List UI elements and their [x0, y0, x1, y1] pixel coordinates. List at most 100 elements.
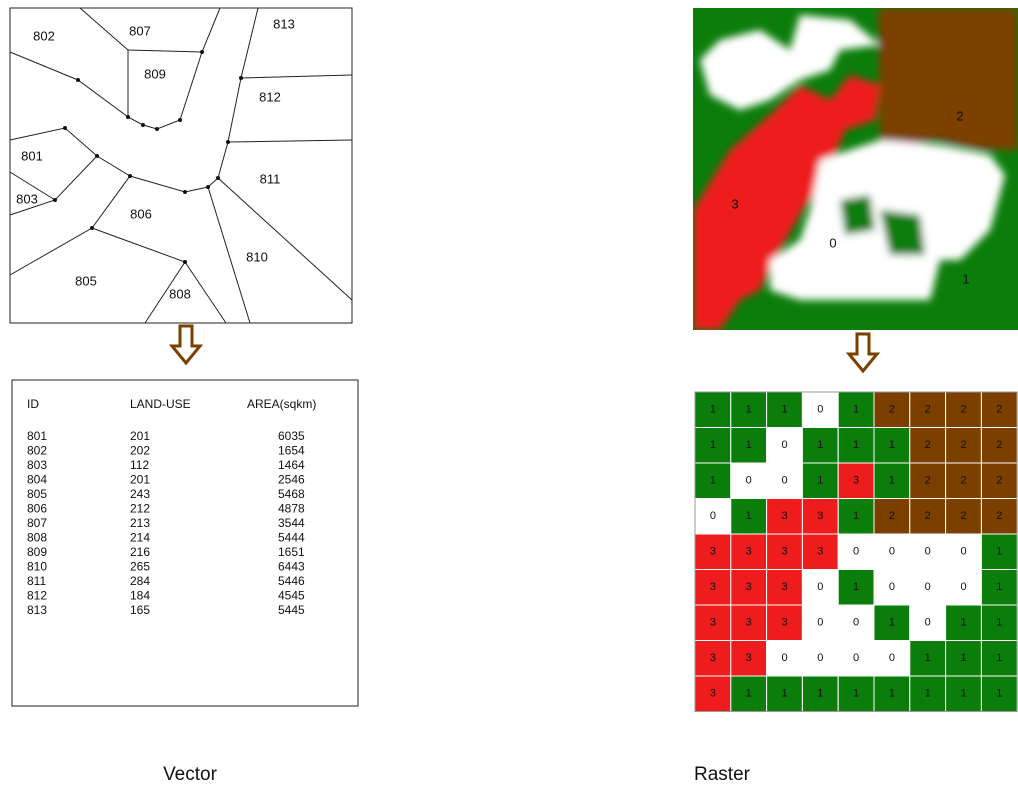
grid-cell: [730, 427, 768, 464]
table-cell: 808: [27, 531, 47, 545]
cell-value: 1: [781, 688, 787, 700]
map-frame: [9, 7, 353, 324]
blob: [700, 15, 880, 110]
grid-cell: [945, 533, 982, 570]
grid-cell: [730, 604, 768, 641]
blob: [693, 75, 880, 330]
table-frame: [11, 379, 359, 707]
grid-cell: [766, 675, 803, 712]
cell-value: 3: [781, 617, 787, 629]
grid-cell: [980, 427, 1018, 464]
grid-cell: [909, 569, 947, 606]
map-label: 803: [16, 191, 38, 206]
vertex: [63, 126, 67, 130]
table-cell: 6035: [278, 429, 305, 443]
vertex: [53, 198, 57, 202]
cell-value: 3: [817, 510, 823, 522]
table-cell: 213: [130, 516, 150, 530]
cell-value: 2: [925, 404, 931, 416]
grid-cell: [909, 604, 947, 641]
table-cell: 5468: [278, 487, 305, 501]
table-cell: 5444: [278, 531, 305, 545]
cell-value: 1: [746, 688, 752, 700]
cell-value: 2: [960, 475, 966, 487]
grid-cell: [980, 533, 1018, 570]
vertex: [206, 185, 210, 189]
map-label: 807: [129, 23, 151, 38]
table-cell: 265: [130, 560, 150, 574]
map-label: 805: [75, 273, 97, 288]
grid-cell: [730, 675, 768, 712]
map-label: 802: [33, 28, 55, 43]
cell-value: 0: [781, 439, 787, 451]
grid-cell: [837, 640, 875, 677]
vertex: [239, 76, 243, 80]
grid-cell: [873, 533, 911, 570]
cell-value: 1: [817, 688, 823, 700]
blob: [880, 210, 925, 255]
grid-cell: [980, 675, 1018, 712]
table-header: ID: [27, 397, 39, 411]
cell-value: 2: [925, 475, 931, 487]
caption: Vector: [163, 764, 218, 785]
cell-value: 1: [996, 688, 1002, 700]
cell-value: 2: [996, 404, 1002, 416]
map-label: 806: [130, 206, 152, 221]
map-label: 801: [21, 148, 43, 163]
cell-value: 1: [925, 652, 931, 664]
cell-value: 2: [996, 439, 1002, 451]
cell-value: 3: [781, 510, 787, 522]
table-cell: 5446: [278, 574, 305, 588]
boundary: [227, 139, 353, 143]
cell-value: 1: [781, 404, 787, 416]
grid-cell: [909, 533, 947, 570]
table-cell: 201: [130, 429, 150, 443]
table-cell: 809: [27, 545, 47, 559]
vertex: [155, 127, 159, 131]
grid-cell: [766, 640, 803, 677]
map-label: 810: [246, 249, 268, 264]
cell-value: 2: [925, 510, 931, 522]
cell-value: 3: [710, 617, 716, 629]
cell-value: 1: [710, 475, 716, 487]
table-cell: 803: [27, 458, 47, 472]
vertex: [128, 174, 132, 178]
vertex: [76, 78, 80, 82]
grid-cell: [980, 462, 1018, 499]
grid-cell: [945, 604, 982, 641]
grid-cell: [909, 640, 947, 677]
boundary: [207, 186, 251, 324]
cell-value: 1: [853, 581, 859, 593]
cell-value: 1: [889, 475, 895, 487]
cell-value: 3: [817, 546, 823, 558]
grid-cell: [694, 569, 732, 606]
table-cell: 212: [130, 502, 150, 516]
cell-value: 3: [710, 652, 716, 664]
vertex: [183, 190, 187, 194]
cell-value: 1: [853, 510, 859, 522]
vertex: [126, 115, 130, 119]
cell-value: 0: [817, 617, 823, 629]
grid-cell: [837, 498, 875, 535]
blob: [840, 195, 875, 235]
cell-value: 1: [960, 652, 966, 664]
boundary: [144, 261, 186, 324]
down-arrow: [168, 324, 204, 366]
cell-value: 1: [996, 581, 1002, 593]
grid-cell: [945, 569, 982, 606]
map-label: 813: [273, 16, 295, 31]
grid-cell: [766, 391, 803, 428]
table-cell: 5445: [278, 603, 305, 617]
raster-image: 2 3 0 1: [693, 8, 1018, 330]
map-label: 812: [259, 89, 281, 104]
cell-value: 0: [889, 652, 895, 664]
vertex: [183, 260, 187, 264]
boundary: [217, 177, 353, 301]
table-cell: 165: [130, 603, 150, 617]
table-cell: 805: [27, 487, 47, 501]
cell-value: 0: [889, 546, 895, 558]
cell-value: 0: [925, 617, 931, 629]
